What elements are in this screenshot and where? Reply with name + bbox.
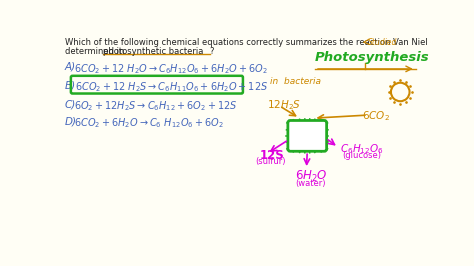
Text: D): D) (64, 117, 77, 127)
Text: C): C) (64, 100, 76, 110)
Text: photosynthetic bacteria: photosynthetic bacteria (103, 47, 203, 56)
Text: $6CO_2 + 6H_2O \rightarrow C_6\ H_{12}O_6 + 6O_2$: $6CO_2 + 6H_2O \rightarrow C_6\ H_{12}O_… (74, 117, 224, 130)
Text: $6H_2O$: $6H_2O$ (295, 169, 328, 184)
Text: determined in: determined in (64, 47, 127, 56)
Text: $6O_2 + 12H_2S \rightarrow C_6H_{12} + 6O_2 + 12S$: $6O_2 + 12H_2S \rightarrow C_6H_{12} + 6… (74, 100, 237, 114)
Text: (water): (water) (296, 179, 326, 188)
Text: $6CO_2$: $6CO_2$ (362, 109, 389, 123)
Text: Which of the following chemical equations correctly summarizes the reaction Van : Which of the following chemical equation… (64, 38, 428, 47)
Text: A): A) (64, 62, 76, 72)
Text: ?: ? (210, 47, 214, 56)
FancyBboxPatch shape (288, 120, 327, 151)
Text: $6CO_2 + 12\ H_2S \rightarrow C_6H_{11}O_6 + 6H_2O + 12S$: $6CO_2 + 12\ H_2S \rightarrow C_6H_{11}O… (75, 80, 268, 94)
Text: 12S: 12S (259, 149, 284, 162)
Text: (sulfur): (sulfur) (255, 157, 286, 167)
Text: Studied: Studied (368, 38, 397, 47)
Text: in  bacteria: in bacteria (270, 77, 321, 86)
Text: (glucose): (glucose) (342, 151, 381, 160)
Text: $6CO_2 + 12\ H_2O \rightarrow C_6H_{12}O_6 + 6H_2O + 6O_2$: $6CO_2 + 12\ H_2O \rightarrow C_6H_{12}O… (74, 62, 268, 76)
Text: $C_6H_{12}O_6$: $C_6H_{12}O_6$ (340, 142, 383, 156)
Text: Photosynthesis: Photosynthesis (315, 51, 429, 64)
Text: B): B) (64, 80, 76, 90)
Text: $12H_2S$: $12H_2S$ (267, 98, 301, 112)
